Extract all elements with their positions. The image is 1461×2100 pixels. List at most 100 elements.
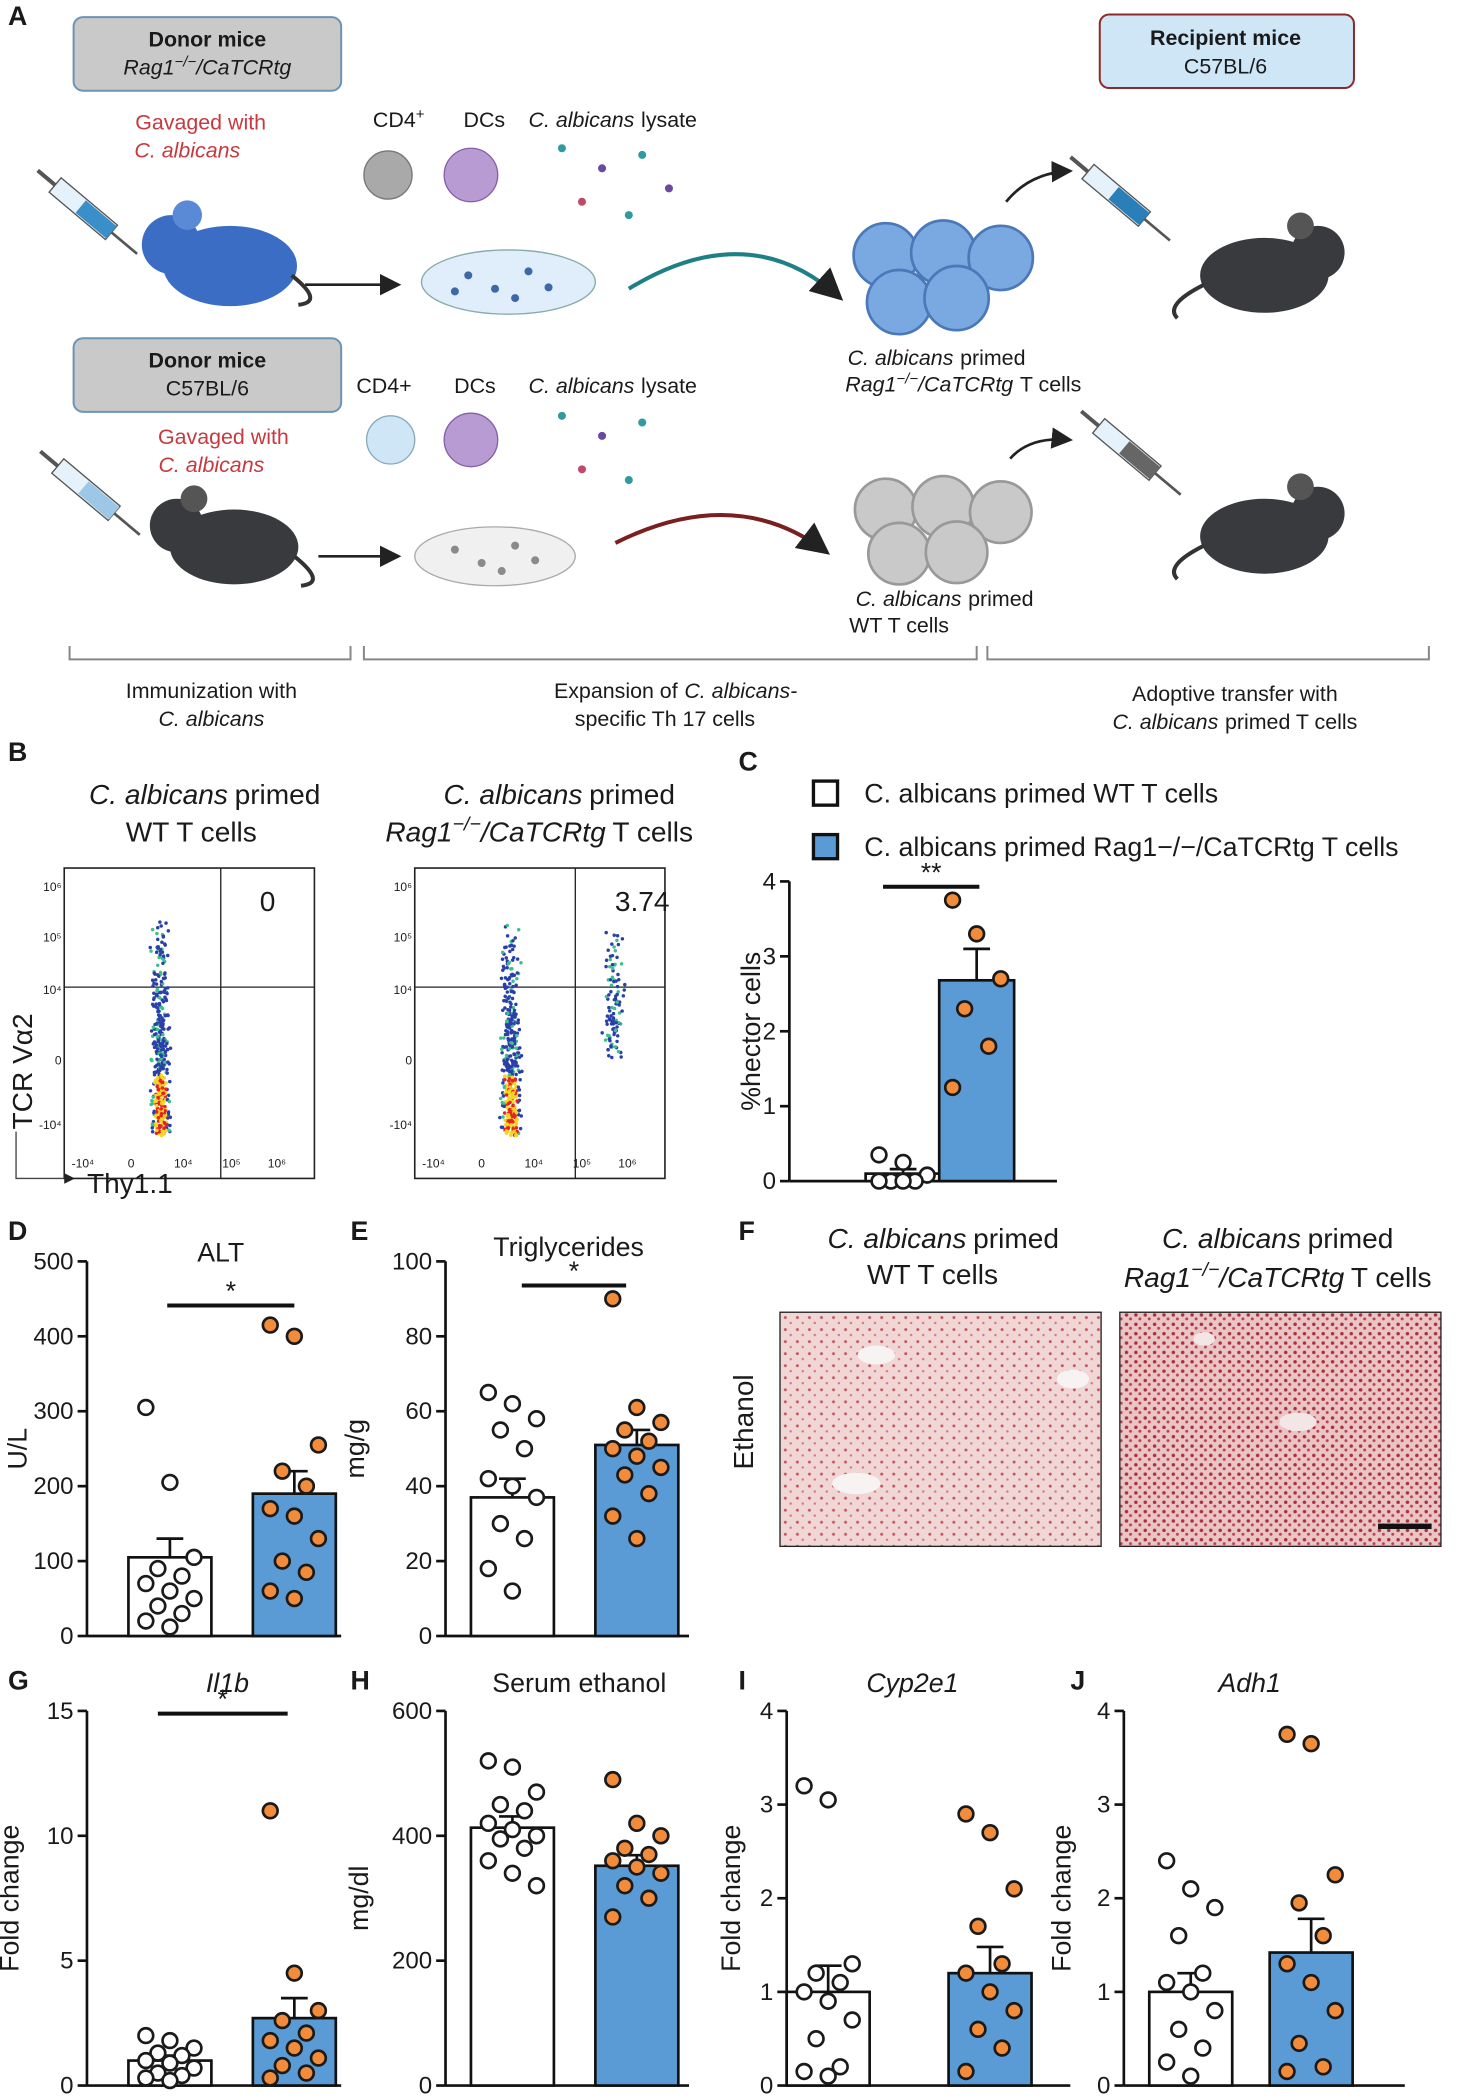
organism: C. albicans xyxy=(1112,710,1218,734)
flow-event xyxy=(603,1038,608,1042)
flow-event xyxy=(617,978,621,982)
flow-event xyxy=(512,990,516,995)
flow-event xyxy=(503,1077,507,1082)
flow-event xyxy=(167,1099,172,1104)
data-point xyxy=(491,1830,510,1848)
flow-event xyxy=(511,1005,516,1010)
flow-event xyxy=(158,1043,163,1048)
quadrant-value: 0 xyxy=(260,886,276,917)
flow-event xyxy=(610,953,615,958)
step-caption: Immunization with xyxy=(126,679,297,703)
mouse xyxy=(1172,212,1345,320)
y-tick-label: 3 xyxy=(1097,1792,1110,1819)
flow-event xyxy=(510,974,515,978)
flow-event xyxy=(609,990,613,994)
flow-event xyxy=(510,1075,515,1079)
bracket xyxy=(68,645,1430,661)
data-point xyxy=(640,1432,658,1450)
flow-event xyxy=(508,1018,513,1023)
y-tick-label: 0 xyxy=(60,1623,73,1650)
flow-event xyxy=(159,979,164,984)
data-point xyxy=(795,1777,813,1795)
data-point xyxy=(843,1955,861,1973)
flow-event xyxy=(520,1069,524,1074)
flow-event xyxy=(507,1107,511,1112)
data-point xyxy=(273,1462,291,1480)
flow-event xyxy=(502,1045,507,1049)
flow-event xyxy=(160,1048,164,1052)
data-point xyxy=(285,1589,304,1608)
data-point xyxy=(527,1827,546,1845)
legend-label: C. albicans primed Rag1−/−/CaTCRtg T cel… xyxy=(864,832,1398,862)
y-tick-label: 2 xyxy=(1097,1885,1110,1912)
data-point xyxy=(1194,1964,1212,1982)
flow-event xyxy=(504,956,509,960)
flow-event xyxy=(518,1077,522,1082)
step-caption: Adoptive transfer with xyxy=(1132,682,1338,706)
data-point xyxy=(1194,2039,1212,2057)
data-point xyxy=(955,1000,974,1018)
flow-event xyxy=(151,1042,156,1046)
panel-label: C xyxy=(739,746,758,776)
syringe xyxy=(36,168,138,255)
flow-event xyxy=(148,945,152,950)
flow-event xyxy=(615,992,619,997)
flow-event xyxy=(607,1009,612,1013)
flow-event xyxy=(159,1124,163,1128)
flow-event xyxy=(615,1039,619,1044)
flow-event xyxy=(511,1107,515,1111)
data-point xyxy=(616,1839,634,1857)
flow-event xyxy=(499,1047,504,1051)
flow-tick-label: 10⁴ xyxy=(525,1157,544,1171)
cd4-cell xyxy=(365,415,416,465)
flow-event xyxy=(505,1105,509,1110)
data-point xyxy=(1314,1927,1332,1945)
data-point xyxy=(297,1563,316,1582)
data-point xyxy=(807,1964,825,1982)
chart-title: Cyp2e1 xyxy=(866,1668,958,1698)
flow-event xyxy=(161,1033,165,1037)
data-point xyxy=(527,1877,546,1895)
syringe xyxy=(1069,155,1171,242)
plot-title: T cells xyxy=(612,816,693,847)
data-point xyxy=(309,1436,328,1454)
flow-event xyxy=(166,986,170,990)
data-point xyxy=(149,2044,167,2062)
y-tick-label: 15 xyxy=(47,1698,74,1725)
flow-event xyxy=(609,983,614,987)
data-point xyxy=(1326,2001,1344,2020)
y-tick-label: 600 xyxy=(392,1698,432,1725)
flow-event xyxy=(622,988,627,992)
lysate-particles xyxy=(557,144,673,220)
flow-event xyxy=(163,1044,168,1048)
flow-event xyxy=(503,986,508,991)
flow-event xyxy=(508,949,512,954)
flow-event xyxy=(513,1113,517,1118)
flow-event xyxy=(613,1028,618,1033)
strain-sup: −/− xyxy=(896,370,918,387)
step-caption: C. albicans xyxy=(158,707,264,731)
flow-event xyxy=(511,984,515,989)
dish xyxy=(420,249,597,315)
organism: C. albicans xyxy=(529,108,635,132)
data-point xyxy=(161,2031,179,2050)
image-title: T cells xyxy=(1351,1262,1432,1293)
row-label: Ethanol xyxy=(728,1374,759,1469)
dish xyxy=(414,526,576,587)
flow-event xyxy=(150,1122,155,1126)
flow-event xyxy=(507,1089,512,1093)
data-point xyxy=(652,1413,670,1432)
data-point xyxy=(491,1514,510,1533)
data-point xyxy=(795,1983,813,2001)
flow-event xyxy=(615,938,619,943)
y-tick-label: 4 xyxy=(1097,1698,1110,1725)
flow-event xyxy=(157,955,161,960)
y-tick-label: 40 xyxy=(405,1473,432,1500)
panel-label: F xyxy=(739,1216,755,1246)
data-point xyxy=(515,1802,534,1820)
chart-title: Serum ethanol xyxy=(492,1668,666,1698)
organism: C. albicans xyxy=(828,1223,967,1254)
data-point xyxy=(503,1477,522,1495)
flow-tick-label: 10⁶ xyxy=(43,880,61,894)
mouse xyxy=(141,200,313,307)
